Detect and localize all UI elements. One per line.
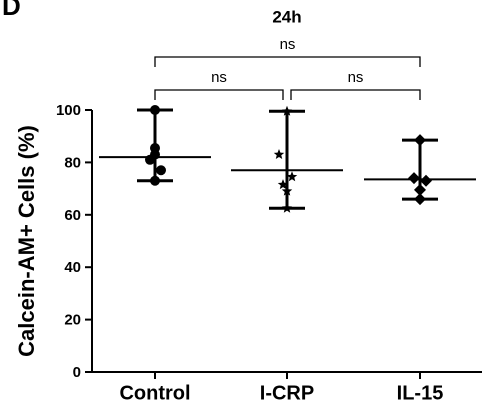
data-point [273,149,285,159]
significance-bracket [154,89,284,100]
x-tick-label: I-CRP [260,382,314,404]
data-point [408,172,420,185]
y-axis-label: Calcein-AM+ Cells (%) [14,125,39,357]
data-point [281,105,293,116]
significance-bracket [154,56,421,67]
data-point [150,175,160,186]
data-point [281,202,293,213]
chart-title: 24h [272,7,301,26]
significance-bracket [290,89,421,100]
data-point [145,154,155,165]
significance-label: ns [211,69,227,86]
data-point [281,185,293,196]
y-tick-label: 0 [73,364,81,381]
panel-label: D [2,0,21,21]
y-tick-label: 40 [64,259,81,276]
data-point [286,171,298,182]
data-point [414,134,426,147]
significance-label: ns [280,36,296,53]
x-tick-label: IL-15 [397,382,444,404]
data-point [414,193,426,206]
y-tick-label: 100 [56,102,81,119]
x-tick-label: Control [119,382,190,404]
y-tick-label: 60 [64,207,81,224]
significance-label: ns [348,69,364,86]
data-point [420,174,432,187]
data-point [156,165,166,176]
data-point [414,183,426,196]
y-tick-label: 80 [64,154,81,171]
data-point [150,105,160,115]
y-tick-label: 20 [64,312,81,329]
data-point [277,179,289,190]
